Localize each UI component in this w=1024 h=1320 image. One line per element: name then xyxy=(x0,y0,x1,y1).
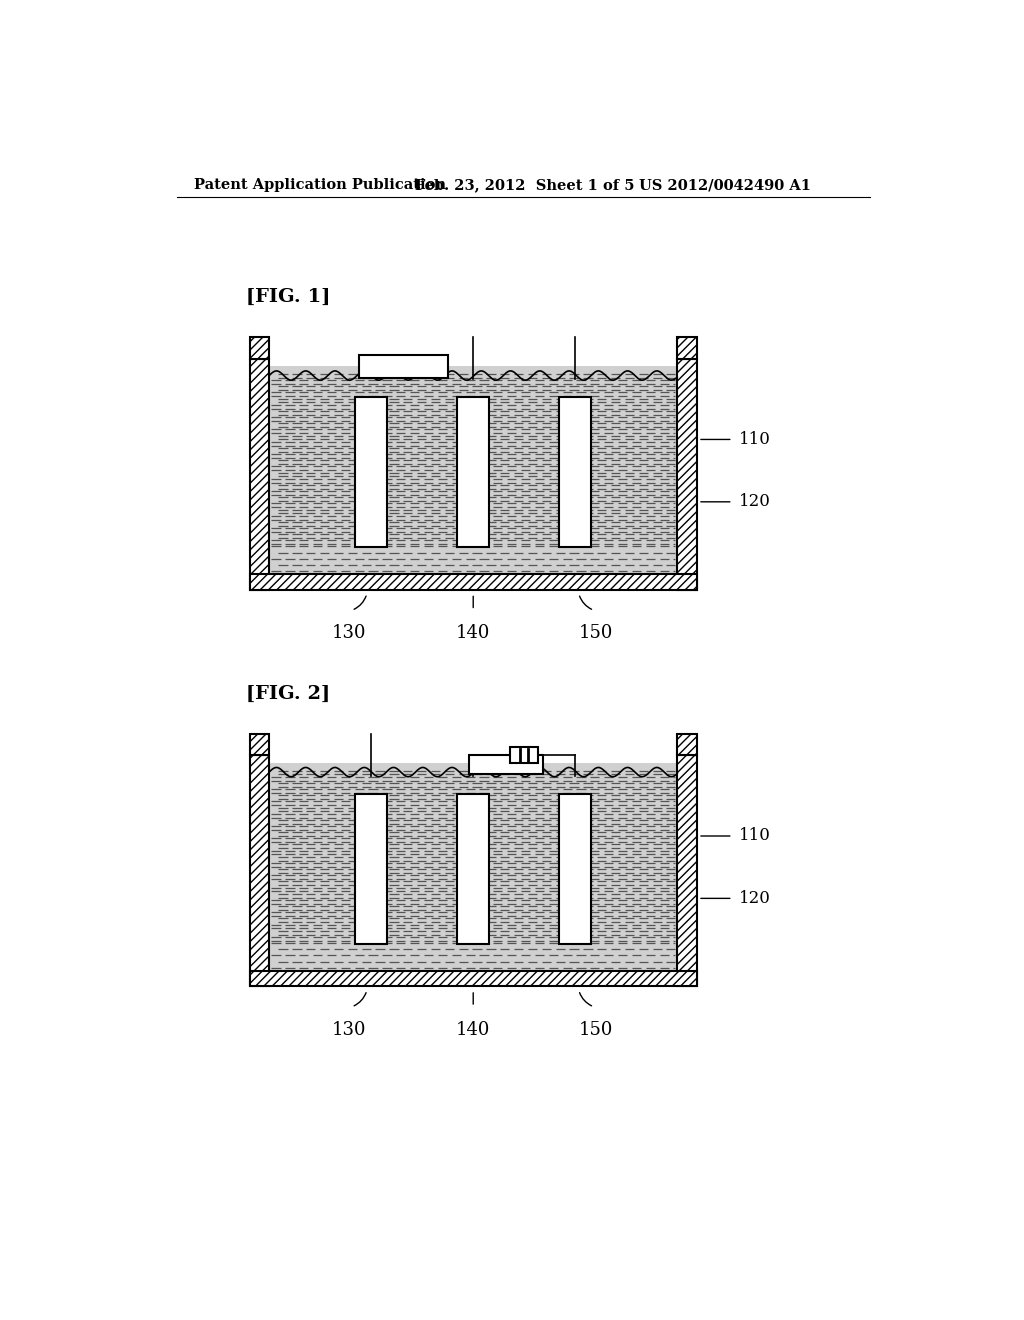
Text: Patent Application Publication: Patent Application Publication xyxy=(194,178,445,193)
Text: 150: 150 xyxy=(580,624,613,643)
Text: 140: 140 xyxy=(456,1020,490,1039)
Bar xyxy=(354,397,387,548)
Bar xyxy=(457,793,489,944)
Text: Feb. 23, 2012  Sheet 1 of 5: Feb. 23, 2012 Sheet 1 of 5 xyxy=(416,178,635,193)
Bar xyxy=(469,755,543,775)
Bar xyxy=(559,793,591,944)
Bar xyxy=(250,970,696,986)
Text: US 2012/0042490 A1: US 2012/0042490 A1 xyxy=(639,178,811,193)
Bar xyxy=(269,540,677,574)
Bar xyxy=(269,367,677,544)
Bar xyxy=(359,355,447,378)
Text: 110: 110 xyxy=(739,828,771,845)
Text: 140: 140 xyxy=(456,624,490,643)
Bar xyxy=(250,755,269,986)
Bar xyxy=(269,936,677,970)
Bar xyxy=(510,747,538,763)
Bar xyxy=(269,772,677,944)
Bar xyxy=(677,359,696,590)
Text: [FIG. 2]: [FIG. 2] xyxy=(246,685,331,702)
Text: 120: 120 xyxy=(739,890,771,907)
Text: 110: 110 xyxy=(739,430,771,447)
Text: 120: 120 xyxy=(739,494,771,511)
Bar xyxy=(250,734,269,755)
Bar xyxy=(677,337,696,359)
Bar xyxy=(250,359,269,590)
Text: 150: 150 xyxy=(580,1020,613,1039)
Bar xyxy=(677,734,696,755)
Text: [FIG. 1]: [FIG. 1] xyxy=(246,288,331,306)
Bar xyxy=(269,540,677,574)
Bar xyxy=(250,574,696,590)
Bar xyxy=(354,793,387,944)
Bar xyxy=(269,375,677,548)
Text: 130: 130 xyxy=(332,1020,367,1039)
Bar xyxy=(559,397,591,548)
Bar xyxy=(269,936,677,970)
Bar xyxy=(250,337,269,359)
Bar xyxy=(677,755,696,986)
Bar xyxy=(457,397,489,548)
Text: 130: 130 xyxy=(332,624,367,643)
Bar xyxy=(269,763,677,940)
